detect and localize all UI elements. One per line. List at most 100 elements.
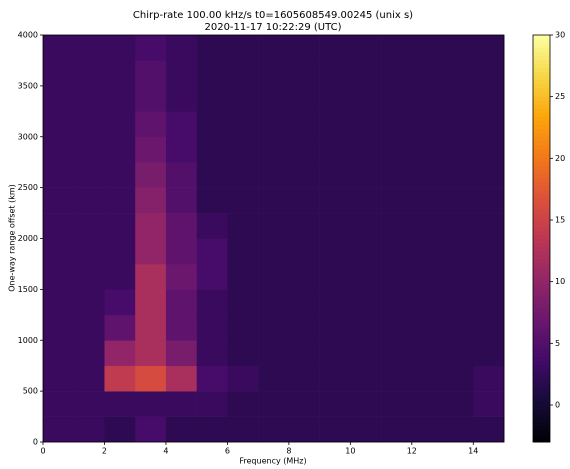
colorbar-segment [533,193,550,199]
heatmap-cell [381,60,413,87]
heatmap-cell [319,238,351,265]
colorbar-segment [533,360,550,366]
heatmap-cell [43,187,75,214]
colorbar-segment [533,59,550,64]
heatmap-cell [411,238,443,265]
colorbar-segment [533,71,550,77]
heatmap-cell [196,416,228,443]
heatmap-cell [43,35,75,61]
x-tick-label: 10 [345,447,355,456]
colorbar-tick-label: 30 [555,31,565,40]
heatmap-cell [288,416,320,443]
colorbar-segment [533,230,550,235]
colorbar-segment [533,96,550,101]
y-tick-label: 3000 [18,132,38,141]
heatmap-cell [319,391,351,417]
x-tick-label: 0 [40,447,45,456]
heatmap-cell [135,391,167,417]
heatmap-cell [165,136,197,163]
heatmap-cell [288,213,320,239]
colorbar-segment [533,210,550,215]
heatmap-cell [196,314,228,341]
colorbar-segment [533,128,550,134]
heatmap-cell [196,289,228,316]
colorbar-segment [533,75,550,81]
y-tick-label: 2000 [18,234,38,243]
x-tick-label: 12 [407,447,417,456]
colorbar-segment [533,112,550,117]
heatmap-cell [319,289,351,316]
colorbar-tick-label: 5 [555,339,560,348]
heatmap-cell [165,213,197,239]
heatmap-cell [43,365,75,392]
colorbar-segment [533,344,550,349]
colorbar-segment [533,299,550,305]
colorbar-segment [533,51,550,56]
heatmap-cell [442,263,474,290]
heatmap-cell [442,60,474,87]
heatmap-cell [43,85,75,112]
heatmap-cell [73,136,105,163]
colorbar-segment [533,157,550,162]
heatmap-cell [104,35,136,61]
x-tick-label: 4 [163,447,168,456]
heatmap-cell [473,416,505,443]
colorbar-segment [533,144,550,150]
colorbar-segment [533,226,550,231]
heatmap-cell [411,85,443,112]
heatmap-cell [350,162,382,188]
heatmap-cell [165,35,197,61]
colorbar-segment [533,43,550,48]
heatmap-cell [196,111,228,138]
y-tick-label: 4000 [18,31,38,40]
heatmap-cell [319,111,351,138]
heatmap-cell [104,213,136,239]
colorbar-segment [533,275,550,280]
heatmap-cell [473,263,505,290]
heatmap-cell [288,111,320,138]
heatmap-cell [258,263,290,290]
heatmap-cell [350,187,382,214]
heatmap-cell [227,416,259,443]
heatmap-cell [258,289,290,316]
colorbar-segment [533,307,550,313]
heatmap-cell [381,162,413,188]
heatmap-cell [196,85,228,112]
heatmap-cell [319,85,351,112]
colorbar-segment [533,87,550,93]
colorbar-segment [533,173,550,178]
heatmap-cell [442,314,474,341]
heatmap-cell [258,35,290,61]
heatmap-cell [473,340,505,366]
colorbar-segment [533,140,550,146]
heatmap-cell [411,289,443,316]
heatmap-cell [227,314,259,341]
heatmap-cell [73,35,105,61]
heatmap-cell [73,314,105,341]
heatmap-cell [319,416,351,443]
colorbar-segment [533,250,550,256]
heatmap-cell [350,263,382,290]
heatmap-cell [442,416,474,443]
colorbar-frame [532,34,551,443]
colorbar-segment [533,283,550,288]
heatmap-cell [350,289,382,316]
colorbar-tick-label: 25 [555,92,565,101]
heatmap-cell [350,136,382,163]
heatmap-cell [196,340,228,366]
colorbar-segment [533,169,550,174]
heatmap-cell [135,35,167,61]
colorbar-segment [533,218,550,223]
heatmap-cell [288,289,320,316]
heatmap-cell [104,365,136,392]
heatmap-cell [319,263,351,290]
heatmap-cell [165,314,197,341]
heatmap-cell [73,340,105,366]
colorbar-segment [533,271,550,276]
heatmap-cell [442,85,474,112]
heatmap-cell [473,85,505,112]
colorbar-segment [533,234,550,239]
colorbar-segment [533,108,550,113]
heatmap-cell [104,340,136,366]
heatmap-cell [473,391,505,417]
